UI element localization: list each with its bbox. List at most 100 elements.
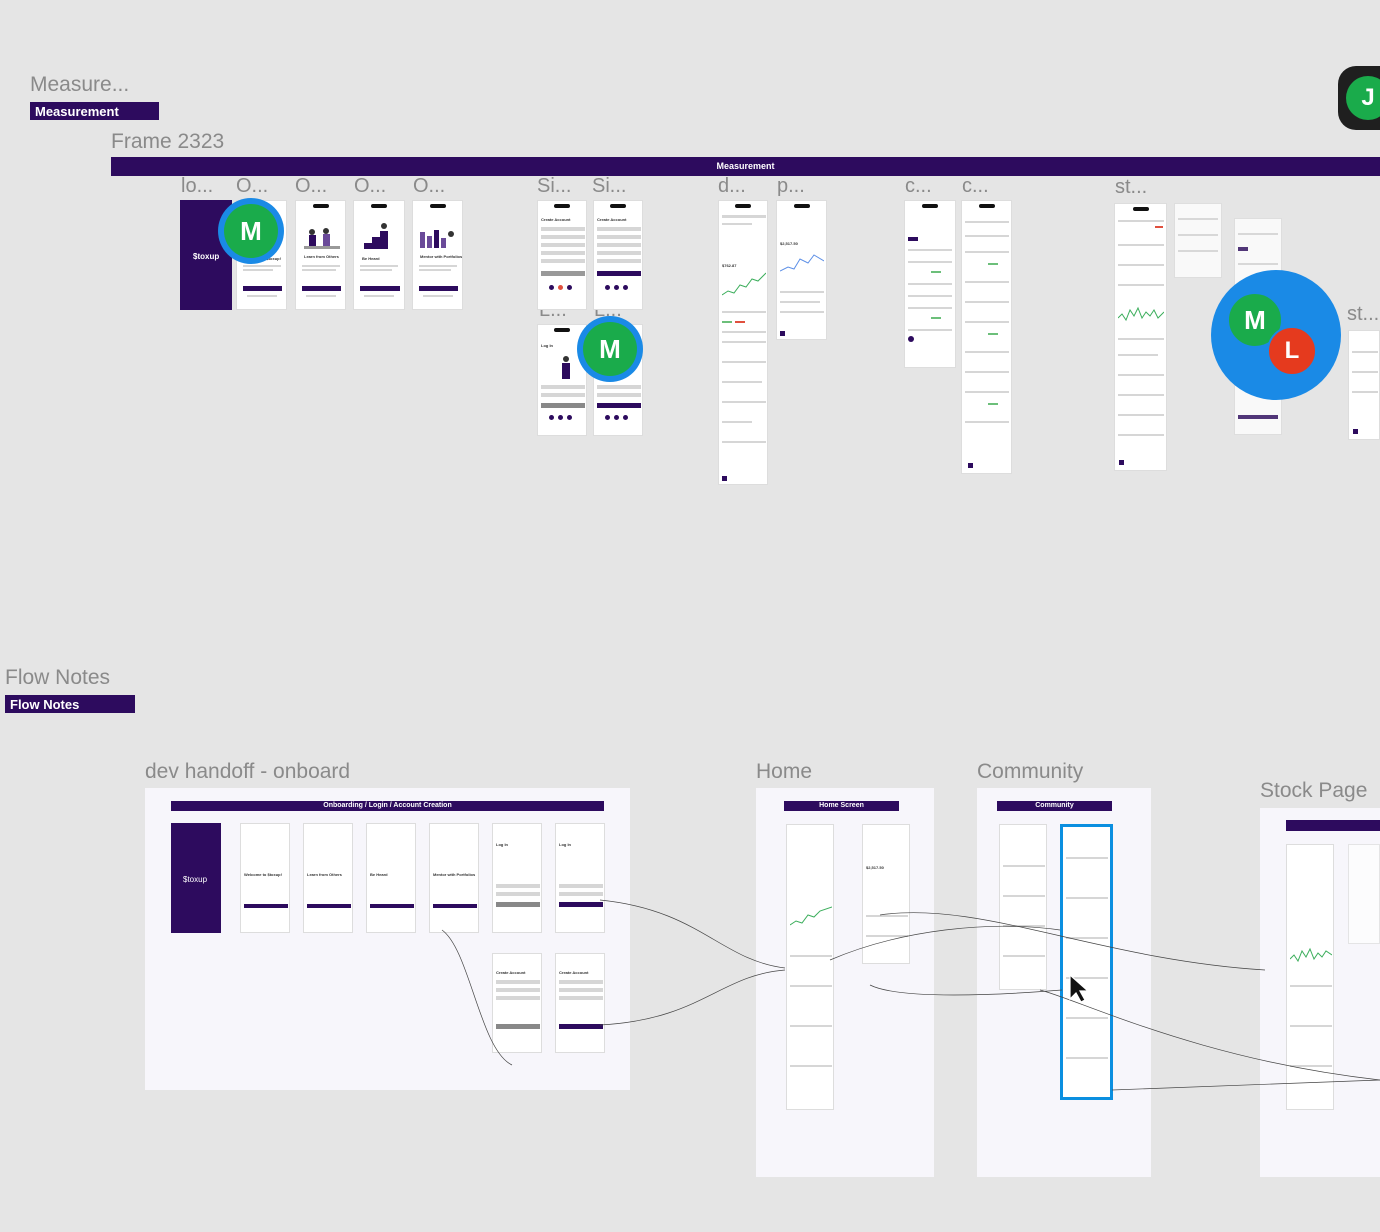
frame-label-c1[interactable]: c... <box>905 175 932 197</box>
onboard-login-mini-1: Log In <box>492 823 542 933</box>
frame-label-o3[interactable]: O... <box>354 175 387 197</box>
frame-label-o4[interactable]: O... <box>413 175 446 197</box>
home-mini-chart-icon <box>790 906 832 926</box>
onboard-signup-mini-2: Create Account <box>555 953 605 1053</box>
home-board-banner: Home Screen <box>784 801 899 811</box>
stock-mini-2 <box>1348 844 1380 944</box>
onboard-mini-4: Mentor with Portfolios <box>429 823 479 933</box>
frame-label-lo[interactable]: lo... <box>181 175 214 197</box>
frame-label-si1[interactable]: Si... <box>537 175 572 197</box>
frame-label-d[interactable]: d... <box>718 175 746 197</box>
avatar-initial-m-2: M <box>583 322 637 376</box>
stock-board-title[interactable]: Stock Page <box>1260 779 1368 802</box>
onboarding-screen-3-thumbnail[interactable]: Be Heard <box>353 200 405 310</box>
collaborator-avatar-group-ml[interactable]: M L <box>1211 270 1341 400</box>
avatar-initial-m-3-text: M <box>1244 304 1266 335</box>
community-screen-2-thumbnail[interactable] <box>961 200 1012 474</box>
community-board-banner: Community <box>997 801 1112 811</box>
portfolio-price: $2,517.50 <box>780 241 798 246</box>
avatar-initial-m-1-text: M <box>240 215 262 246</box>
onboard-mini-1: Welcome to $toxup! <box>240 823 290 933</box>
onboarding-screen-2-thumbnail[interactable]: Learn from Others <box>295 200 346 310</box>
frame-label-p[interactable]: p... <box>777 175 805 197</box>
portfolio-screen-thumbnail[interactable]: $2,517.50 <box>776 200 827 340</box>
frame-2323-title[interactable]: Frame 2323 <box>111 130 225 153</box>
onboard-mini-4-heading: Mentor with Portfolios <box>433 872 476 877</box>
onboard-board-title[interactable]: dev handoff - onboard <box>145 760 351 783</box>
splash-brand: $toxup <box>193 252 220 261</box>
onboard-board[interactable]: Onboarding / Login / Account Creation $t… <box>145 788 630 1090</box>
measurement-group-title[interactable]: Measure... <box>30 73 130 96</box>
collaborator-avatar-m-2[interactable]: M <box>577 316 643 382</box>
onboard-splash-brand: $toxup <box>183 875 208 884</box>
onboard-mini-2: Learn from Others <box>303 823 353 933</box>
collaborator-avatar-m-1[interactable]: M <box>218 198 284 264</box>
avatar-initial-m-1: M <box>224 204 278 258</box>
home-board-title[interactable]: Home <box>756 760 813 783</box>
login-1-heading: Log In <box>541 343 553 348</box>
home-mini-1 <box>786 824 834 1110</box>
community-screen-1-thumbnail[interactable] <box>904 200 956 368</box>
stock-screen-2-thumbnail[interactable] <box>1174 203 1222 278</box>
bar-chart-illustration-icon <box>420 230 454 248</box>
onboard-mini-1-heading: Welcome to $toxup! <box>244 872 282 877</box>
onboard-splash-mini: $toxup <box>171 823 221 933</box>
onboarding-screen-4-thumbnail[interactable]: Mentor with Portfolios <box>412 200 463 310</box>
stock-board[interactable] <box>1260 808 1380 1177</box>
onboard-login-mini-2: Log In <box>555 823 605 933</box>
stock-mini-1 <box>1286 844 1334 1110</box>
onboard-signup-mini-1-heading: Create Account <box>496 970 526 975</box>
onboard-mini-3-heading: Be Heard <box>370 872 388 877</box>
avatar-initial-m-2-text: M <box>599 333 621 364</box>
measurement-tag[interactable]: Measurement <box>30 102 159 120</box>
frame-label-st2[interactable]: st... <box>1347 303 1380 325</box>
signup-screen-2-thumbnail[interactable]: Create Account <box>593 200 643 310</box>
community-board-title[interactable]: Community <box>977 760 1084 783</box>
community-mini-2-selected[interactable] <box>1060 824 1113 1100</box>
frame-label-c2[interactable]: c... <box>962 175 989 197</box>
avatar-initial-j: J <box>1346 76 1380 120</box>
community-board[interactable]: Community <box>977 788 1151 1177</box>
stock-screen-1-thumbnail[interactable] <box>1114 203 1167 471</box>
stock-screen-5-thumbnail[interactable] <box>1348 330 1380 440</box>
signup-1-heading: Create Account <box>541 217 571 222</box>
person-illustration-icon <box>562 356 570 379</box>
community-mini-1 <box>999 824 1047 990</box>
avatar-initial-l: L <box>1267 326 1317 376</box>
onboard-mini-2-heading: Learn from Others <box>307 872 342 877</box>
portfolio-line-chart-icon <box>722 272 766 296</box>
signup-screen-1-thumbnail[interactable]: Create Account <box>537 200 587 310</box>
stock-chart-icon <box>1118 306 1164 322</box>
collaborator-avatar-j[interactable]: J <box>1338 66 1380 130</box>
onboard-mini-3: Be Heard <box>366 823 416 933</box>
onboarding-4-heading: Mentor with Portfolios <box>420 254 463 259</box>
onboard-signup-mini-1: Create Account <box>492 953 542 1053</box>
avatar-initial-l-text: L <box>1284 337 1300 364</box>
avatar-initial-j-text: J <box>1361 84 1375 111</box>
flow-notes-group-title[interactable]: Flow Notes <box>5 666 111 689</box>
onboard-login-mini-2-heading: Log In <box>559 842 571 847</box>
dashboard-price: $762.87 <box>722 263 737 268</box>
stock-board-banner <box>1286 820 1380 831</box>
frame-label-o2[interactable]: O... <box>295 175 328 197</box>
stock-mini-chart-icon <box>1290 947 1332 963</box>
onboard-signup-mini-2-heading: Create Account <box>559 970 589 975</box>
cursor-arrow-icon <box>1069 973 1090 1003</box>
home-mini-2: $2,517.50 <box>862 824 910 964</box>
frame-label-o1[interactable]: O... <box>236 175 269 197</box>
people-illustration-icon <box>304 228 340 249</box>
home-mini-2-price: $2,517.50 <box>866 865 884 870</box>
dashboard-screen-thumbnail[interactable]: $762.87 <box>718 200 768 485</box>
frame-label-si2[interactable]: Si... <box>592 175 627 197</box>
frame-label-st1[interactable]: st... <box>1115 176 1148 198</box>
flow-notes-tag[interactable]: Flow Notes <box>5 695 135 713</box>
signup-2-heading: Create Account <box>597 217 627 222</box>
home-board[interactable]: Home Screen $2,517.50 <box>756 788 934 1177</box>
onboarding-3-heading: Be Heard <box>362 256 380 261</box>
onboarding-2-heading: Learn from Others <box>304 254 339 259</box>
frame-2323-measurement-bar[interactable]: Measurement <box>111 157 1380 176</box>
stock-line-chart-icon <box>780 254 824 272</box>
onboard-login-mini-1-heading: Log In <box>496 842 508 847</box>
stairs-illustration-icon <box>364 223 388 249</box>
onboard-board-banner: Onboarding / Login / Account Creation <box>171 801 604 811</box>
